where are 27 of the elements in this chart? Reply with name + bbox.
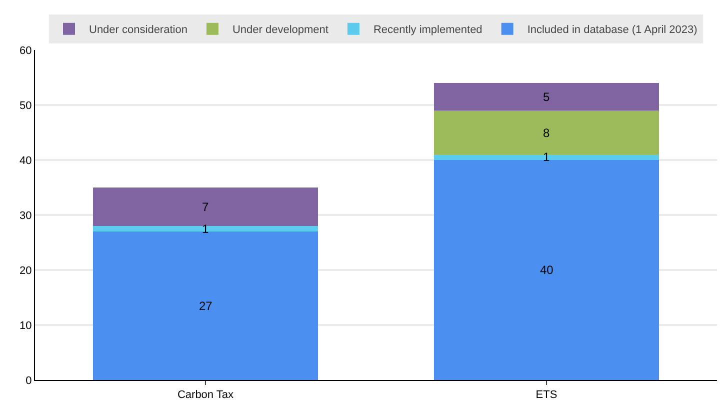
data-label: 40: [540, 263, 554, 277]
legend-label: Under consideration: [89, 24, 188, 36]
bar: [92, 232, 318, 380]
data-label: 5: [543, 90, 550, 104]
y-tick-label: 0: [26, 374, 32, 387]
data-label: 27: [199, 299, 213, 313]
y-tick-label: 60: [20, 44, 32, 57]
y-tick-label: 30: [20, 210, 32, 222]
bar: [92, 188, 318, 226]
bar: [434, 83, 660, 110]
y-tick-label: 20: [20, 264, 32, 277]
bar: [434, 154, 660, 160]
y-tick-label: 50: [20, 100, 32, 112]
x-tick-label: ETS: [536, 389, 558, 402]
y-tick-label: 40: [20, 154, 32, 167]
data-label: 8: [543, 126, 550, 140]
data-label: 1: [202, 222, 209, 236]
y-tick-label: 10: [20, 320, 32, 332]
data-label: 1: [543, 150, 550, 164]
legend-label: Under development: [232, 24, 328, 36]
legend-label: Included in database (1 April 2023): [527, 24, 698, 36]
bar: [92, 226, 318, 232]
bar: [434, 160, 660, 380]
legend-label: Recently implemented: [373, 24, 482, 36]
x-tick-label: Carbon Tax: [177, 389, 234, 402]
data-label: 7: [202, 200, 209, 214]
bar: [434, 110, 660, 154]
